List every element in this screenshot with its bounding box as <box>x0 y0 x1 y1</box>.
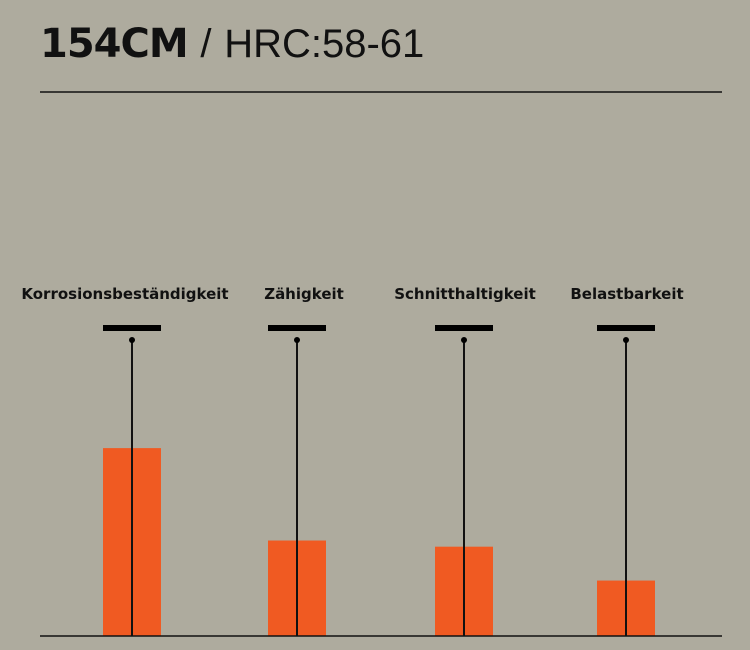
scale-dot <box>461 337 467 343</box>
category-label: Schnitthaltigkeit <box>394 285 536 303</box>
max-marker <box>268 325 326 331</box>
title-model: 154CM <box>40 21 189 67</box>
category-label: Korrosionsbeständigkeit <box>21 285 228 303</box>
max-marker <box>103 325 161 331</box>
max-marker <box>435 325 493 331</box>
scale-dot <box>294 337 300 343</box>
category-label: Belastbarkeit <box>570 285 683 303</box>
max-marker <box>597 325 655 331</box>
title-separator: / <box>200 22 212 66</box>
chart-title: 154CM / HRC:58-61 <box>40 18 424 70</box>
scale-dot <box>129 337 135 343</box>
title-hardness: HRC:58-61 <box>224 22 425 66</box>
category-label: Zähigkeit <box>264 285 344 303</box>
scale-dot <box>623 337 629 343</box>
